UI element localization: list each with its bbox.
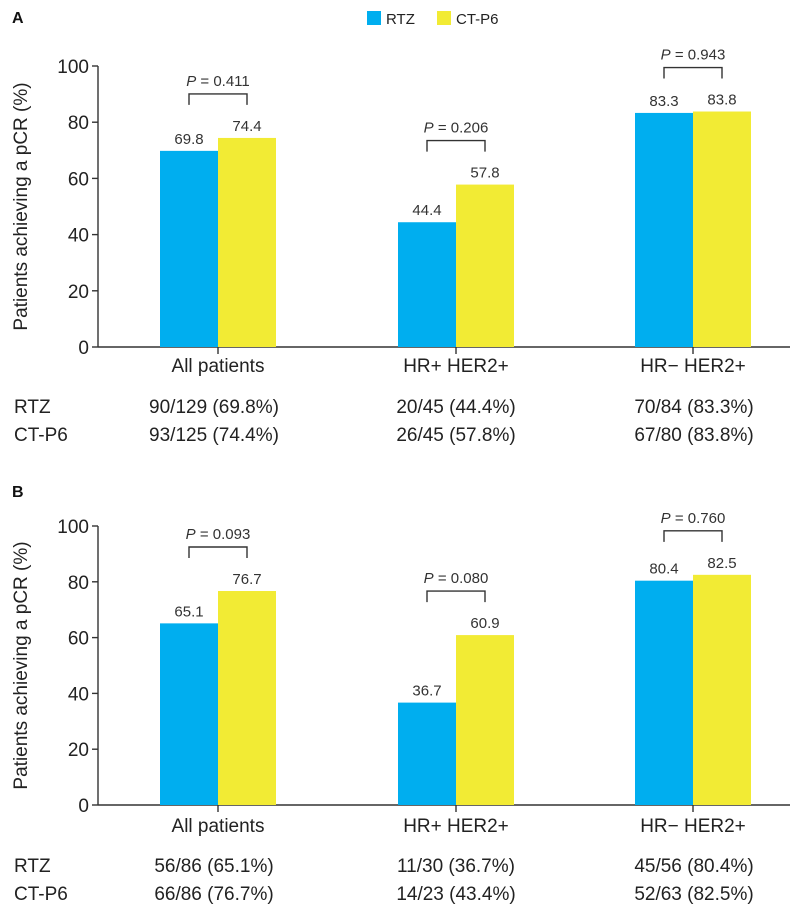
panel-label: B: [12, 484, 24, 501]
table-cell-0-0: 90/129 (69.8%): [149, 397, 279, 418]
pvalue-label-2: P = 0.760: [661, 510, 726, 527]
pvalue-symbol: P: [661, 510, 671, 527]
table-cell-0-2: 70/84 (83.3%): [634, 397, 753, 418]
table-cell-1-0: 93/125 (74.4%): [149, 425, 279, 446]
bar-ct-p6-1: [456, 635, 514, 805]
bar-rtz-2: [635, 580, 693, 805]
pvalue-label-1: P = 0.206: [424, 120, 489, 137]
value-label-rtz-0: 69.8: [174, 131, 203, 148]
y-axis-title: Patients achieving a pCR (%): [11, 82, 32, 330]
category-label-0: All patients: [172, 816, 265, 837]
panel-a: A Patients achieving a pCR (%) 0 20 40 60 80 10…: [11, 10, 790, 446]
table-row-label-1: CT-P6: [14, 425, 68, 446]
pvalue-symbol: P: [186, 526, 196, 543]
pvalue-symbol: P: [424, 570, 434, 587]
y-tick-label-4: 80: [68, 573, 89, 594]
pvalue-label-2: P = 0.943: [661, 47, 726, 64]
category-label-2: HR− HER2+: [640, 356, 746, 377]
pvalue-bracket-2: [663, 66, 723, 79]
value-label-rtz-2: 80.4: [649, 561, 678, 578]
y-axis-title: Patients achieving a pCR (%): [11, 541, 32, 789]
pvalue-text: = 0.206: [434, 120, 489, 137]
table-row-label-0: RTZ: [14, 397, 51, 418]
value-label-ct-p6-0: 74.4: [232, 118, 261, 135]
bar-rtz-1: [398, 702, 456, 805]
bar-ct-p6-0: [218, 137, 276, 347]
pvalue-symbol: P: [424, 120, 434, 137]
table-row-label-0: RTZ: [14, 856, 51, 877]
y-tick-label-2: 40: [68, 684, 89, 705]
pvalue-bracket-0: [188, 93, 248, 105]
table-cell-1-2: 52/63 (82.5%): [634, 884, 753, 904]
y-tick-label-2: 40: [68, 226, 89, 247]
table-row-label-1: CT-P6: [14, 884, 68, 904]
pvalue-bracket-1: [426, 139, 486, 152]
bar-rtz-0: [160, 623, 218, 805]
bar-rtz-1: [398, 222, 456, 347]
category-label-2: HR− HER2+: [640, 816, 746, 837]
table-cell-1-1: 26/45 (57.8%): [396, 425, 515, 446]
category-label-0: All patients: [172, 356, 265, 377]
table-cell-0-2: 45/56 (80.4%): [634, 856, 753, 877]
category-label-1: HR+ HER2+: [403, 816, 509, 837]
bar-ct-p6-1: [456, 184, 514, 347]
bar-rtz-2: [635, 112, 693, 347]
pvalue-label-0: P = 0.411: [186, 73, 250, 90]
y-tick-label-1: 20: [68, 740, 89, 761]
y-tick-label-0: 0: [78, 338, 89, 359]
panel-b: B Patients achieving a pCR (%) 0 20 40 60 80 10…: [11, 484, 790, 904]
y-tick-label-3: 60: [68, 629, 89, 650]
table-cell-1-0: 66/86 (76.7%): [154, 884, 273, 904]
panel-label: A: [12, 10, 24, 27]
value-label-ct-p6-2: 82.5: [707, 555, 736, 572]
pvalue-text: = 0.080: [434, 570, 489, 587]
legend-swatch-0: [367, 11, 381, 25]
table-cell-1-1: 14/23 (43.4%): [396, 884, 515, 904]
pvalue-text: = 0.943: [671, 47, 726, 64]
pvalue-text: = 0.411: [196, 73, 250, 90]
bar-ct-p6-0: [218, 591, 276, 805]
legend-label-0: RTZ: [386, 11, 415, 28]
pvalue-text: = 0.760: [671, 510, 726, 527]
y-tick-label-5: 100: [57, 57, 89, 78]
value-label-ct-p6-0: 76.7: [232, 571, 261, 588]
pvalue-bracket-0: [188, 546, 248, 559]
pvalue-text: = 0.093: [196, 526, 251, 543]
bar-ct-p6-2: [693, 574, 751, 805]
value-label-rtz-2: 83.3: [649, 93, 678, 110]
legend-label-1: CT-P6: [456, 11, 499, 28]
value-label-ct-p6-1: 60.9: [470, 615, 499, 632]
pvalue-symbol: P: [186, 73, 196, 90]
pvalue-bracket-1: [426, 590, 486, 603]
y-tick-label-1: 20: [68, 282, 89, 303]
y-tick-label-4: 80: [68, 113, 89, 134]
value-label-ct-p6-2: 83.8: [707, 92, 736, 109]
value-label-ct-p6-1: 57.8: [470, 165, 499, 182]
value-label-rtz-1: 44.4: [412, 202, 441, 219]
pvalue-symbol: P: [661, 47, 671, 64]
pvalue-label-1: P = 0.080: [424, 570, 489, 587]
bar-rtz-0: [160, 150, 218, 347]
value-label-rtz-0: 65.1: [174, 603, 203, 620]
pvalue-bracket-2: [663, 530, 723, 542]
category-label-1: HR+ HER2+: [403, 356, 509, 377]
legend: RTZ CT-P6: [367, 11, 499, 28]
value-label-rtz-1: 36.7: [412, 683, 441, 700]
pvalue-label-0: P = 0.093: [186, 526, 251, 543]
y-tick-label-5: 100: [57, 517, 89, 538]
table-cell-0-1: 20/45 (44.4%): [396, 397, 515, 418]
table-cell-0-1: 11/30 (36.7%): [397, 856, 515, 877]
legend-swatch-1: [437, 11, 451, 25]
y-tick-label-0: 0: [78, 796, 89, 817]
y-tick-label-3: 60: [68, 169, 89, 190]
table-cell-1-2: 67/80 (83.8%): [634, 425, 753, 446]
bar-ct-p6-2: [693, 111, 751, 347]
table-cell-0-0: 56/86 (65.1%): [154, 856, 273, 877]
